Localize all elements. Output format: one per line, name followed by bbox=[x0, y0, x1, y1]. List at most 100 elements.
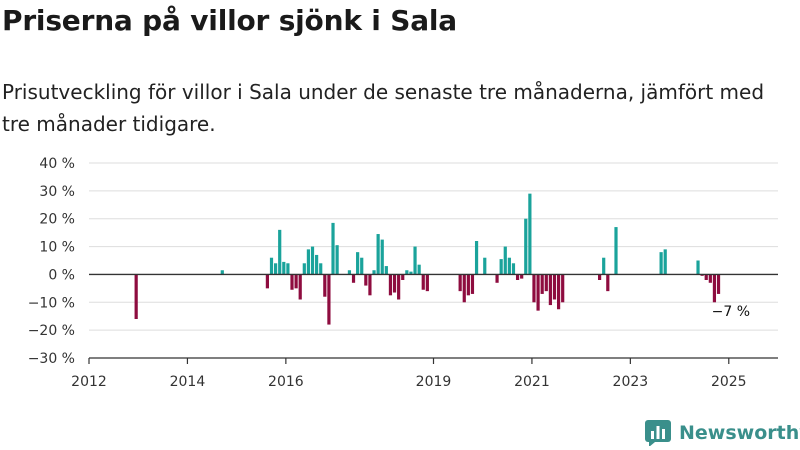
bar bbox=[351, 274, 356, 283]
bar bbox=[606, 274, 610, 292]
bar bbox=[265, 274, 270, 289]
bar bbox=[409, 271, 413, 275]
bar bbox=[384, 266, 388, 275]
bar bbox=[315, 254, 319, 275]
bar bbox=[286, 263, 290, 275]
bar bbox=[532, 274, 536, 303]
bar bbox=[708, 274, 712, 283]
bar bbox=[544, 274, 548, 292]
bar bbox=[507, 257, 511, 275]
bar bbox=[392, 274, 397, 293]
bar bbox=[220, 270, 224, 275]
y-tick-label: 20 % bbox=[39, 212, 75, 228]
bar bbox=[298, 274, 302, 300]
x-axis-ticks: 2012 2014 2016 2019 2021 2023 2025 bbox=[71, 358, 747, 390]
bar bbox=[524, 218, 528, 275]
bar bbox=[306, 249, 311, 275]
bar bbox=[556, 274, 561, 310]
bar bbox=[548, 274, 552, 306]
bar bbox=[716, 274, 721, 294]
bar bbox=[700, 274, 704, 276]
bar bbox=[294, 274, 298, 289]
bar bbox=[405, 270, 409, 275]
bar bbox=[413, 246, 417, 275]
bar bbox=[536, 274, 540, 311]
bar bbox=[503, 246, 507, 275]
bar bbox=[483, 257, 487, 275]
bar bbox=[327, 274, 331, 325]
bar bbox=[364, 274, 368, 286]
bar bbox=[368, 274, 372, 296]
bar bbox=[278, 229, 282, 275]
bar bbox=[515, 274, 520, 280]
x-tick-label: 2014 bbox=[170, 374, 206, 390]
brand-name: Newsworthy bbox=[679, 422, 800, 444]
y-tick-label: 0 % bbox=[48, 267, 75, 283]
bar bbox=[360, 257, 364, 275]
bar bbox=[372, 270, 376, 275]
bar bbox=[331, 222, 335, 275]
bar bbox=[458, 274, 462, 292]
bar bbox=[499, 259, 503, 275]
bar bbox=[310, 246, 315, 275]
last-value-annotation: −7 % bbox=[712, 304, 750, 320]
newsworthy-logo: Newsworthy bbox=[645, 418, 800, 448]
bar bbox=[696, 260, 700, 275]
bar bbox=[597, 274, 602, 280]
grid-lines bbox=[89, 162, 778, 331]
bar bbox=[659, 252, 663, 275]
bar bbox=[425, 274, 429, 292]
x-tick-label: 2016 bbox=[268, 374, 304, 390]
bar bbox=[274, 263, 278, 275]
bar bbox=[704, 274, 708, 280]
y-tick-label: 30 % bbox=[39, 184, 75, 200]
bar bbox=[520, 274, 524, 279]
bar bbox=[462, 274, 466, 303]
x-tick-label: 2023 bbox=[613, 374, 649, 390]
bar bbox=[282, 261, 286, 275]
bar bbox=[511, 263, 516, 275]
chart-title: Priserna på villor sjönk i Sala bbox=[2, 4, 457, 37]
bar bbox=[269, 257, 274, 275]
bar bbox=[417, 264, 421, 275]
bar bbox=[712, 274, 717, 303]
bar bbox=[495, 274, 499, 283]
bar bbox=[470, 274, 475, 294]
bar bbox=[614, 227, 618, 275]
bar bbox=[388, 274, 393, 296]
y-tick-label: 40 % bbox=[39, 156, 75, 172]
bar bbox=[302, 263, 306, 275]
bar bbox=[663, 249, 667, 275]
bar bbox=[561, 274, 565, 303]
x-tick-label: 2012 bbox=[71, 374, 107, 390]
bar bbox=[380, 239, 384, 275]
y-tick-label: −30 % bbox=[28, 351, 75, 367]
y-tick-label: 10 % bbox=[39, 240, 75, 256]
chart-subtitle: Prisutveckling för villor i Sala under d… bbox=[2, 80, 765, 136]
bar bbox=[602, 257, 606, 275]
y-axis-ticks: −30 % −20 % −10 % 0 % 10 % 20 % 30 % 40 % bbox=[28, 156, 75, 367]
x-tick-label: 2019 bbox=[416, 374, 452, 390]
bar bbox=[356, 252, 360, 275]
bar bbox=[376, 234, 380, 275]
bar bbox=[290, 274, 294, 290]
bar bbox=[528, 193, 532, 275]
bar bbox=[466, 274, 470, 296]
bar bbox=[347, 270, 352, 275]
bar bbox=[134, 274, 138, 319]
x-tick-label: 2025 bbox=[711, 374, 747, 390]
bar bbox=[552, 274, 557, 300]
y-tick-label: −20 % bbox=[28, 323, 75, 339]
bar bbox=[401, 274, 405, 280]
bar bbox=[421, 274, 425, 290]
bar bbox=[397, 274, 401, 300]
y-tick-label: −10 % bbox=[28, 295, 75, 311]
x-tick-label: 2021 bbox=[514, 374, 550, 390]
bar-chart-logo-icon bbox=[645, 420, 671, 446]
bar bbox=[540, 274, 544, 294]
bar bbox=[474, 241, 479, 275]
bar bbox=[319, 263, 323, 275]
bars bbox=[134, 193, 721, 325]
bar bbox=[323, 274, 327, 297]
